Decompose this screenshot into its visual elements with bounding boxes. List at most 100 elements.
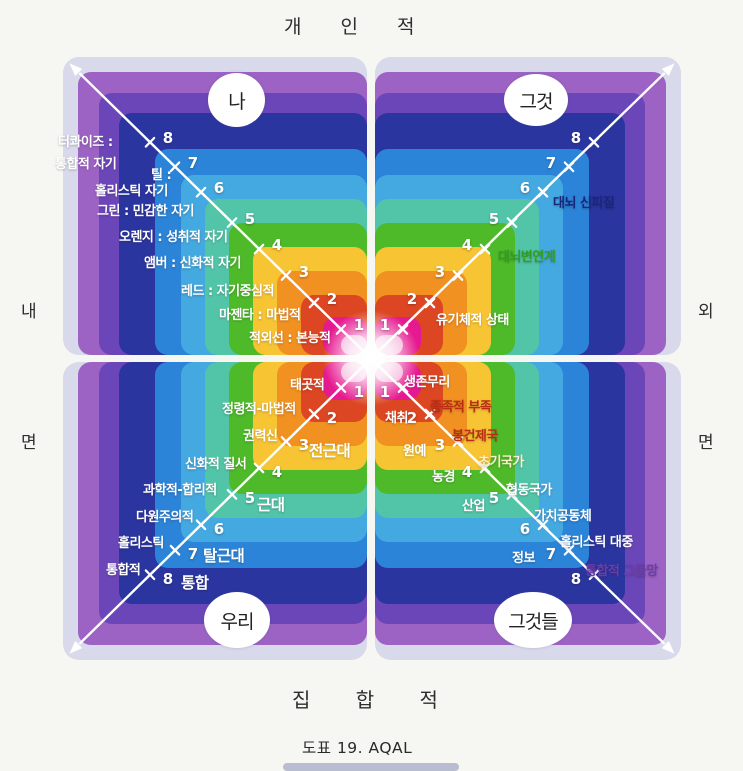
label-ll-3: 전근대 [309, 442, 351, 460]
label-ul-7: 레드 : 자기중심적 [181, 284, 274, 299]
quadrant-circle-i: 나 [208, 73, 265, 127]
tick-mark-ul-7-b [169, 161, 181, 173]
label-ul-9: 적외선 : 본능적 [249, 331, 331, 346]
tick-mark-ul-3-b [280, 270, 292, 281]
level-number-ul-7: 7 [187, 153, 199, 172]
tick-mark-ll-7-b [169, 544, 181, 556]
tick-mark-ur-8-b [588, 136, 600, 148]
label-ll-4: 신화적 질서 [185, 457, 247, 472]
label-lr-4: 원예 [403, 444, 426, 459]
label-ll-8: 홀리스틱 [118, 536, 164, 551]
label-lr-0: 생존무리 [404, 375, 450, 390]
side-label-exterior-2: 면 [698, 433, 714, 453]
quadrant-circle-its: 그것들 [494, 592, 572, 648]
level-number-lr-6: 6 [519, 519, 531, 538]
label-ul-0: 터콰이즈 : [58, 135, 113, 150]
label-ll-11: 통합 [181, 574, 209, 592]
label-ul-1: 통합적 자기 [55, 157, 117, 172]
label-ll-10: 통합적 [106, 563, 141, 578]
tick-mark-ll-3-b [280, 436, 292, 447]
label-ul-8: 마젠타 : 마법적 [219, 308, 301, 323]
level-number-ul-5: 5 [244, 209, 256, 228]
arrowhead-ul [69, 63, 83, 76]
level-number-ur-7: 7 [545, 153, 557, 172]
tick-mark-ur-6-b [537, 186, 549, 198]
level-number-lr-7: 7 [545, 545, 557, 564]
label-ll-0: 태곳적 [290, 378, 325, 393]
level-number-ll-3: 3 [298, 436, 310, 455]
level-number-ur-3: 3 [434, 262, 446, 281]
level-number-ul-4: 4 [271, 236, 283, 255]
label-lr-9: 가치공동체 [534, 509, 592, 524]
arrowhead-lr [661, 641, 675, 654]
level-number-ll-2: 2 [326, 409, 338, 428]
side-label-interior-1: 내 [21, 302, 37, 322]
tick-mark-ur-4-b [479, 243, 491, 255]
tick-mark-ul-2-b [308, 297, 320, 309]
label-ll-2: 권력신 [243, 429, 278, 444]
arrowhead-ll [69, 641, 83, 654]
level-number-lr-3: 3 [434, 436, 446, 455]
title-collective: 집 합 적 [292, 688, 454, 712]
tick-mark-ll-2-b [308, 408, 320, 420]
tick-mark-lr-8-b [588, 569, 600, 581]
label-lr-8: 산업 [462, 499, 485, 514]
tick-mark-ul-5-b [226, 217, 238, 228]
level-number-ll-4: 4 [271, 462, 283, 481]
label-ul-2: 틸 : [151, 168, 172, 183]
level-number-ur-1: 1 [379, 316, 391, 335]
level-number-ll-5: 5 [244, 489, 256, 508]
title-individual: 개 인 적 [284, 16, 427, 38]
level-number-ll-8: 8 [162, 569, 174, 588]
level-number-lr-8: 8 [570, 569, 582, 588]
label-lr-1: 종족적 부족 [430, 400, 492, 415]
quadrant-circle-it: 그것 [504, 74, 568, 126]
tick-mark-ll-5-b [226, 489, 238, 500]
label-ur-0: 대뇌 신피질 [553, 196, 615, 211]
level-number-ur-8: 8 [570, 129, 582, 148]
label-lr-6: 농경 [432, 470, 455, 485]
level-number-ul-8: 8 [162, 129, 174, 148]
label-ll-5: 과학적-합리적 [143, 483, 217, 498]
level-number-ur-5: 5 [488, 209, 500, 228]
label-lr-3: 봉건제국 [452, 429, 498, 444]
label-ul-4: 그린 : 민감한 자기 [97, 204, 195, 219]
level-number-lr-2: 2 [406, 409, 418, 428]
level-number-lr-1: 1 [379, 382, 391, 401]
tick-mark-ll-8-b [144, 569, 156, 581]
level-number-ur-6: 6 [519, 179, 531, 198]
label-lr-2: 채취 [385, 411, 408, 426]
label-ur-2: 유기체적 상태 [436, 313, 509, 328]
label-ll-7: 다원주의적 [136, 510, 194, 525]
tick-mark-ul-6-b [195, 186, 207, 198]
label-ll-9: 탈근대 [203, 547, 245, 565]
level-number-ul-2: 2 [326, 289, 338, 308]
tick-mark-lr-6-b [537, 519, 549, 531]
level-number-ll-7: 7 [187, 545, 199, 564]
arrowhead-ur [661, 63, 675, 76]
level-number-ur-2: 2 [406, 289, 418, 308]
tick-mark-ur-3-b [452, 270, 464, 281]
label-lr-5: 초기국가 [478, 455, 524, 470]
level-number-ul-6: 6 [213, 179, 225, 198]
tick-mark-ll-6-b [195, 519, 207, 531]
level-number-lr-4: 4 [461, 462, 473, 481]
side-label-interior-2: 면 [21, 433, 37, 453]
tick-mark-lr-2-b [424, 408, 436, 420]
tick-mark-ur-7-b [563, 161, 575, 173]
label-ul-6: 앰버 : 신화적 자기 [144, 256, 242, 271]
level-number-ul-1: 1 [353, 316, 365, 335]
label-lr-12: 통합적 그물망 [585, 564, 658, 579]
tick-mark-ul-8-b [144, 136, 156, 148]
level-number-ur-4: 4 [461, 236, 473, 255]
label-ul-3: 홀리스틱 자기 [95, 184, 168, 199]
tick-mark-lr-4-b [479, 462, 491, 474]
tick-mark-ll-4-b [253, 462, 265, 474]
tick-mark-ul-4-b [253, 243, 265, 255]
level-number-ul-3: 3 [298, 262, 310, 281]
label-lr-7: 협동국가 [506, 483, 552, 498]
label-lr-11: 정보 [512, 551, 535, 566]
tick-mark-ur-2-b [424, 297, 436, 309]
